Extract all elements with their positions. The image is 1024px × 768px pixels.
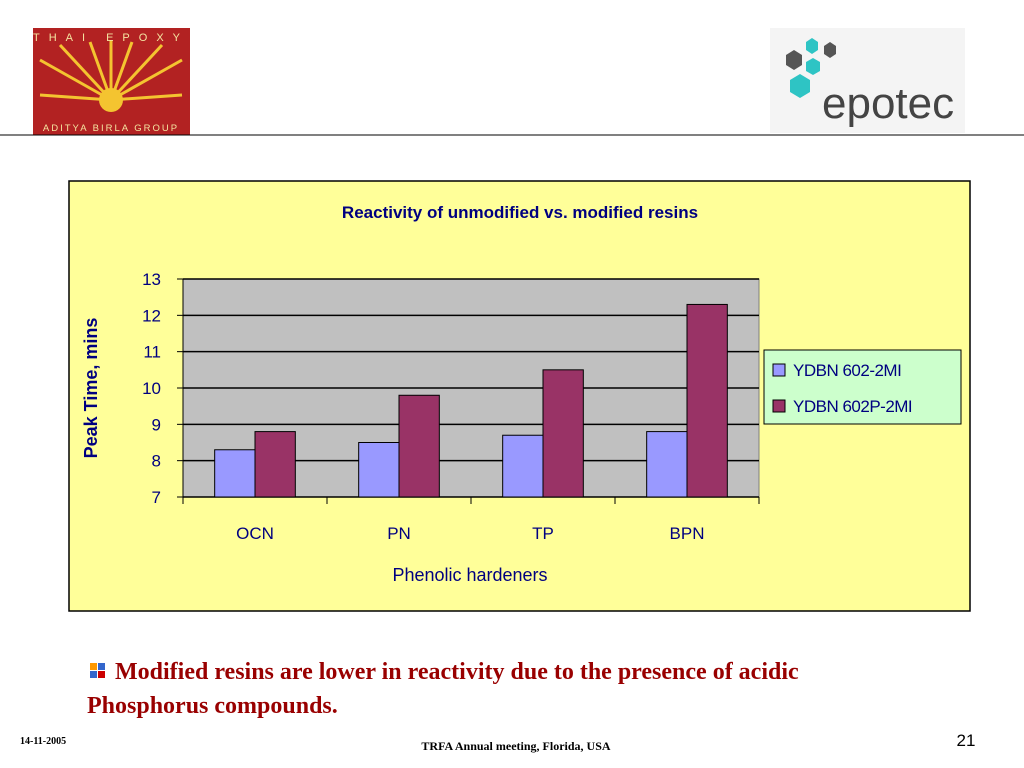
logo-left: THAI EPOXY ADITYA BIRLA GROUP: [33, 28, 190, 135]
bar: [214, 449, 256, 498]
y-tick-label: 8: [152, 452, 161, 471]
logo-text: epotec: [822, 79, 954, 128]
bar: [646, 431, 688, 498]
bar: [686, 303, 728, 498]
bar: [398, 394, 440, 498]
y-axis-label: Peak Time, mins: [81, 318, 101, 459]
x-tick-label: OCN: [236, 524, 274, 543]
plot: 7 8 9 10 11 12 13 OCN PN TP BPN YDBN 602-2MI YDBN 60…: [142, 270, 962, 543]
logo-text: THAI EPOXY: [33, 32, 189, 44]
x-axis-label: Phenolic hardeners: [392, 565, 547, 585]
x-tick-label: BPN: [670, 524, 705, 543]
bullet-text: Modified resins are lower in reactivity …: [115, 659, 799, 685]
y-tick-label: 11: [143, 343, 161, 362]
x-tick-label: PN: [387, 524, 411, 543]
logo-right: epotec: [770, 28, 965, 133]
logo-text: ADITYA BIRLA GROUP: [43, 123, 179, 134]
x-tick-label: TP: [532, 524, 554, 543]
chart-title: Reactivity of unmodified vs. modified re…: [342, 203, 698, 222]
bar: [254, 431, 296, 498]
legend-label: YDBN 602-2MI: [793, 361, 901, 380]
footer-date: 14-11-2005: [20, 736, 66, 747]
y-tick-label: 12: [142, 306, 161, 325]
bar: [358, 442, 400, 498]
y-tick-label: 10: [142, 379, 161, 398]
y-tick-label: 9: [152, 415, 161, 434]
page-number: 21: [957, 731, 976, 750]
footer-center: TRFA Annual meeting, Florida, USA: [421, 739, 610, 753]
legend: [763, 349, 962, 425]
bar: [502, 434, 544, 498]
legend-swatch: [772, 363, 786, 377]
bar: [542, 369, 584, 498]
legend-swatch: [772, 399, 786, 413]
legend-label: YDBN 602P-2MI: [793, 397, 912, 416]
bullet-icon: [90, 663, 105, 678]
y-tick-label: 13: [142, 270, 161, 289]
bullet-text: Phosphorus compounds.: [87, 693, 338, 719]
y-tick-label: 7: [152, 488, 161, 507]
